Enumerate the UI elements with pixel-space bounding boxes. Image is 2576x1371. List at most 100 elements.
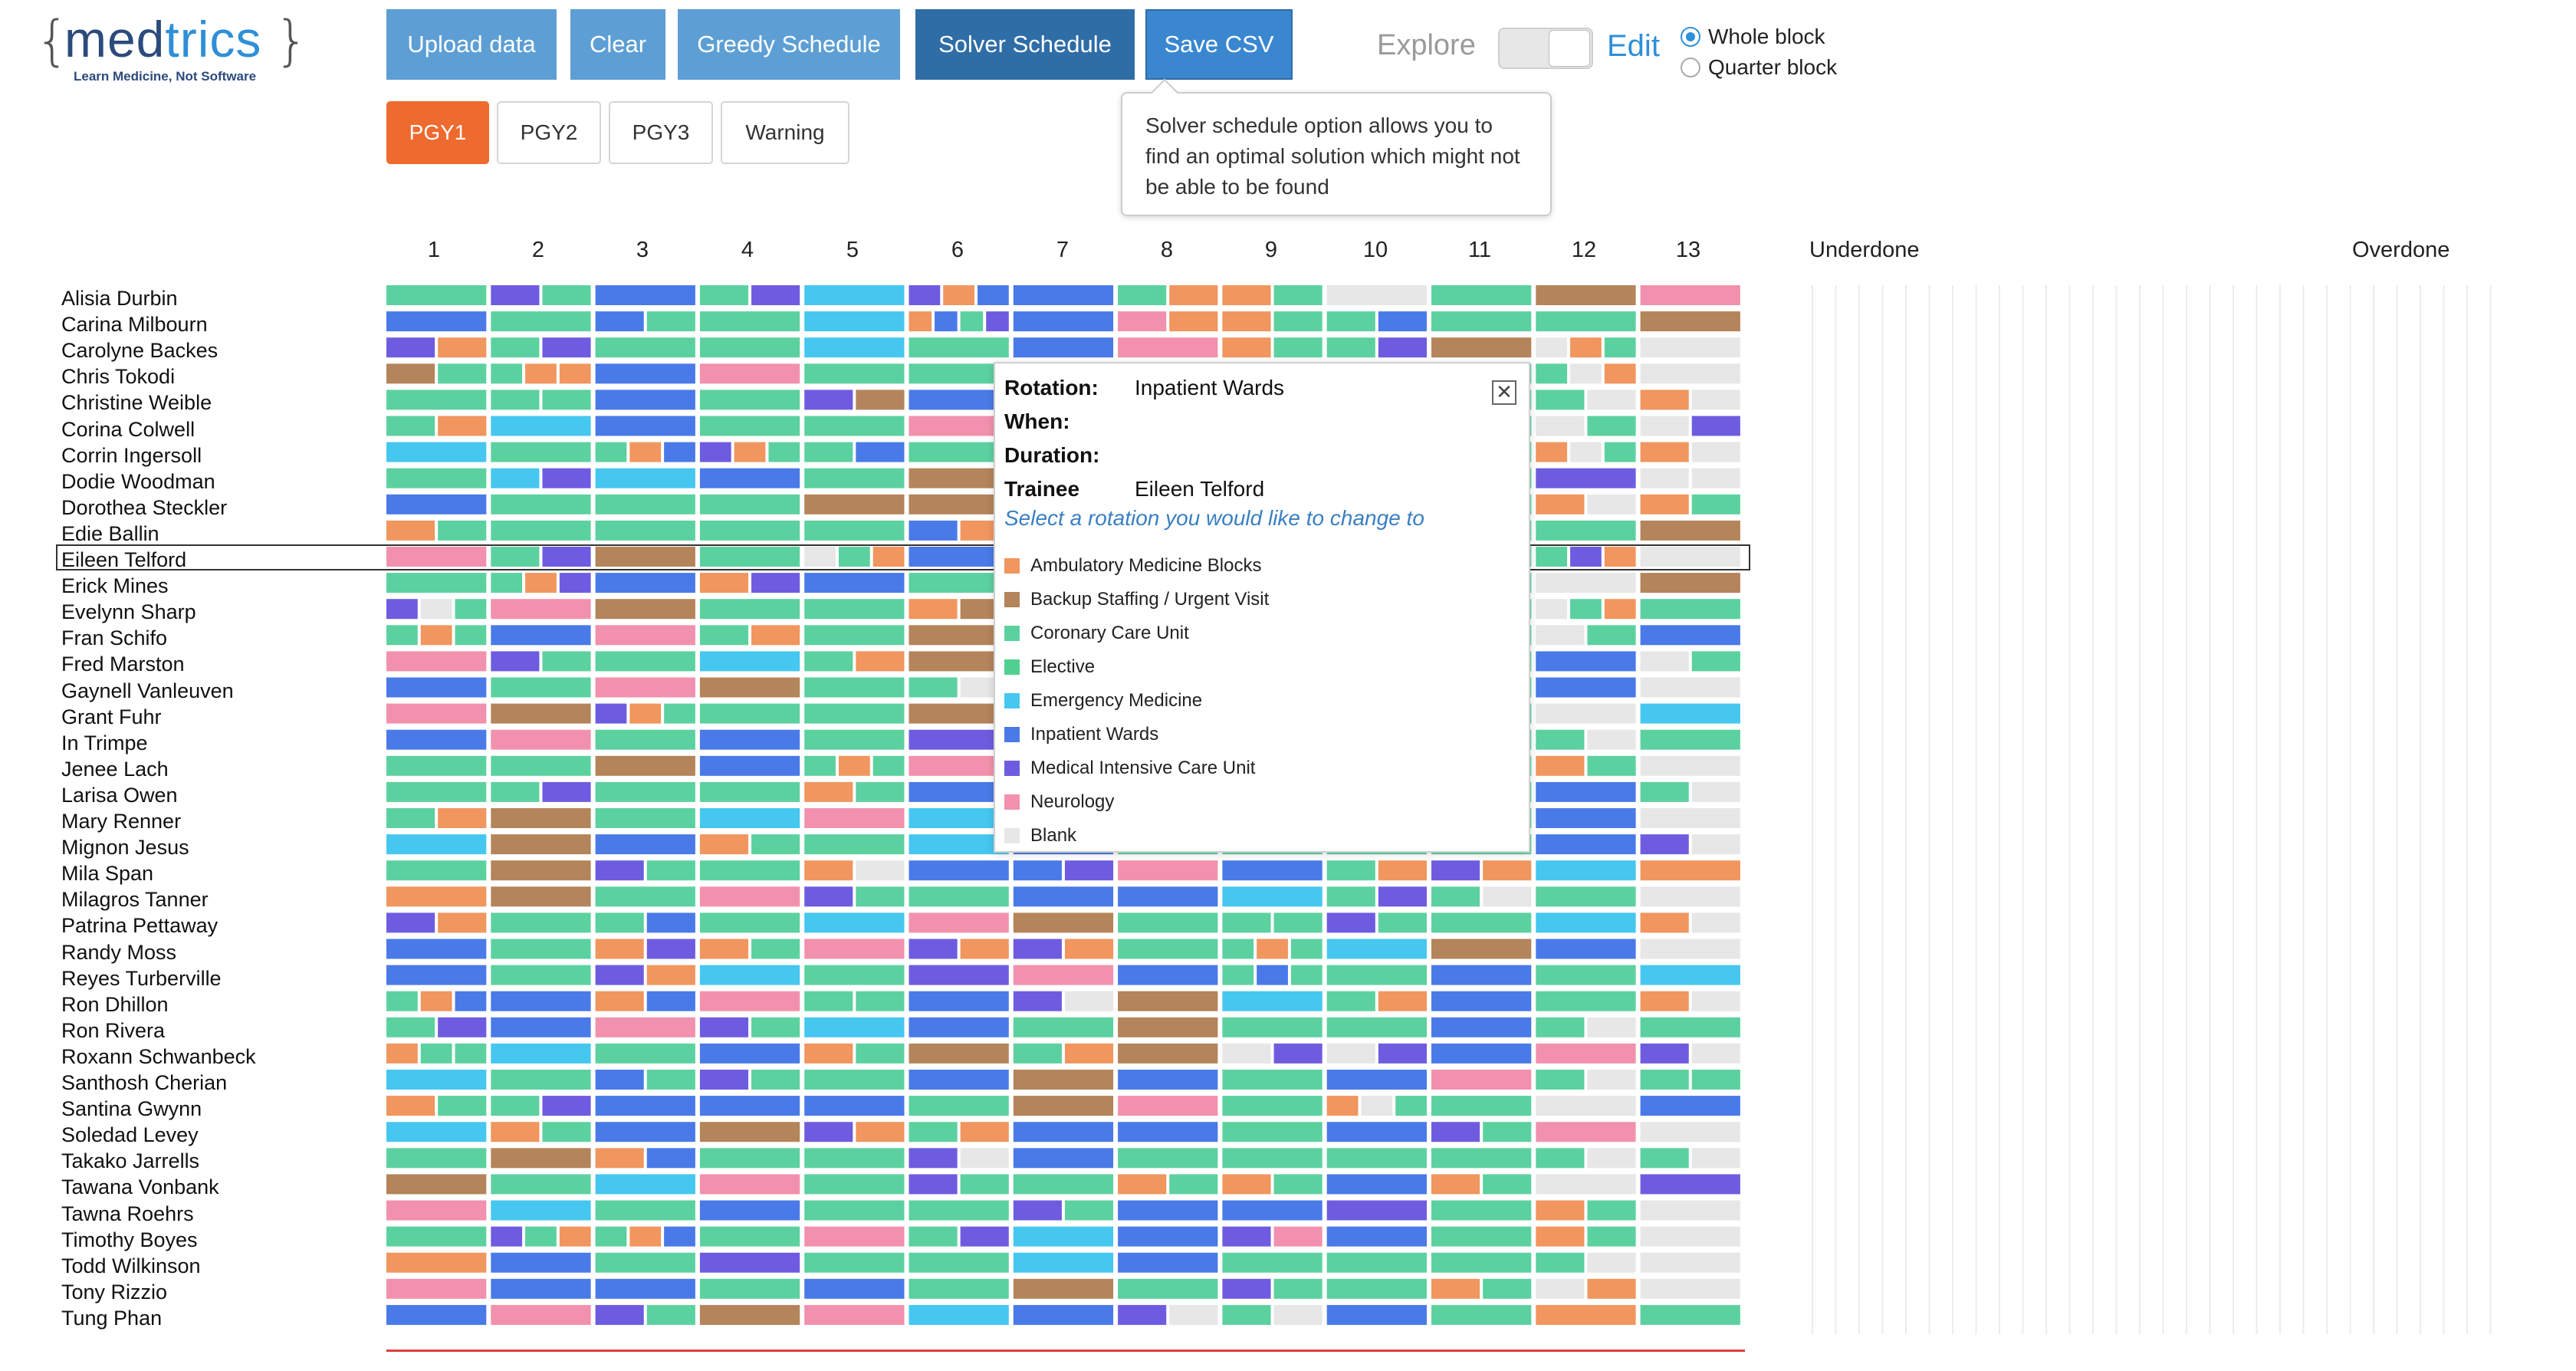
schedule-cell[interactable] [1118,939,1218,959]
schedule-cell[interactable] [804,363,905,384]
schedule-cell[interactable] [1640,625,1740,646]
schedule-cell[interactable] [804,965,905,985]
schedule-cell[interactable] [491,860,591,881]
rotation-option[interactable]: Emergency Medicine [1004,686,1202,716]
quarter-block-option[interactable]: Quarter block [1681,52,1837,83]
schedule-cell[interactable] [595,860,644,881]
schedule-cell[interactable] [909,703,1009,724]
schedule-cell[interactable] [1118,1096,1218,1116]
greedy-schedule-button[interactable]: Greedy Schedule [678,9,900,80]
schedule-cell[interactable] [1640,442,1689,462]
schedule-cell[interactable] [491,416,591,436]
schedule-cell[interactable] [1013,1252,1114,1273]
schedule-cell[interactable] [664,703,695,724]
schedule-cell[interactable] [699,494,800,515]
schedule-cell[interactable] [804,1252,905,1273]
schedule-cell[interactable] [1483,886,1532,907]
schedule-cell[interactable] [386,311,487,332]
schedule-cell[interactable] [491,781,540,802]
schedule-cell[interactable] [751,834,800,855]
schedule-cell[interactable] [455,625,487,646]
schedule-cell[interactable] [909,1070,1009,1090]
schedule-cell[interactable] [595,390,695,410]
schedule-cell[interactable] [595,651,695,672]
schedule-cell[interactable] [1691,991,1740,1011]
schedule-cell[interactable] [1326,860,1375,881]
schedule-cell[interactable] [595,1096,695,1116]
schedule-cell[interactable] [1640,808,1740,828]
schedule-cell[interactable] [699,442,731,462]
schedule-cell[interactable] [804,520,905,541]
schedule-cell[interactable] [595,468,695,488]
schedule-cell[interactable] [595,808,695,828]
schedule-cell[interactable] [699,677,800,698]
trainee-name[interactable]: Carolyne Backes [61,339,219,363]
schedule-cell[interactable] [804,808,905,828]
schedule-cell[interactable] [1326,1122,1427,1142]
schedule-cell[interactable] [909,599,958,620]
schedule-cell[interactable] [1169,311,1218,332]
schedule-cell[interactable] [1587,625,1636,646]
schedule-cell[interactable] [699,416,800,436]
schedule-cell[interactable] [595,337,695,358]
schedule-cell[interactable] [455,599,487,620]
schedule-cell[interactable] [804,1122,853,1142]
schedule-cell[interactable] [1013,1122,1114,1142]
schedule-cell[interactable] [386,337,435,358]
trainee-name[interactable]: Mila Span [61,862,154,886]
schedule-cell[interactable] [1222,1043,1271,1064]
schedule-cell[interactable] [525,1226,557,1247]
schedule-cell[interactable] [1536,755,1585,776]
schedule-cell[interactable] [699,1174,800,1195]
schedule-cell[interactable] [491,939,591,959]
schedule-cell[interactable] [491,573,523,593]
schedule-cell[interactable] [1536,677,1636,698]
schedule-cell[interactable] [595,363,695,384]
schedule-cell[interactable] [1222,1252,1322,1273]
schedule-cell[interactable] [1640,573,1740,593]
schedule-cell[interactable] [909,1304,1009,1325]
schedule-cell[interactable] [1378,1043,1427,1064]
schedule-cell[interactable] [1361,1096,1393,1116]
schedule-cell[interactable] [960,1122,1009,1142]
schedule-cell[interactable] [1222,1278,1271,1299]
schedule-cell[interactable] [386,808,435,828]
schedule-cell[interactable] [1587,390,1636,410]
schedule-cell[interactable] [491,625,591,646]
schedule-cell[interactable] [1483,860,1532,881]
schedule-cell[interactable] [699,1252,800,1273]
schedule-cell[interactable] [1378,886,1427,907]
schedule-cell[interactable] [909,520,958,541]
schedule-cell[interactable] [1222,886,1322,907]
schedule-cell[interactable] [595,677,695,698]
trainee-name[interactable]: Eileen Telford [61,548,187,571]
schedule-cell[interactable] [1222,1017,1322,1037]
schedule-cell[interactable] [909,939,958,959]
schedule-cell[interactable] [699,1096,800,1116]
schedule-cell[interactable] [1326,1278,1427,1299]
schedule-cell[interactable] [1587,1226,1636,1247]
schedule-cell[interactable] [386,991,418,1011]
schedule-cell[interactable] [386,442,487,462]
schedule-cell[interactable] [960,1174,1009,1195]
trainee-name[interactable]: Alisia Durbin [61,287,178,310]
schedule-cell[interactable] [1587,1278,1636,1299]
quarter-block-radio[interactable] [1681,58,1700,77]
schedule-cell[interactable] [1691,651,1740,672]
schedule-cell[interactable] [491,1252,591,1273]
schedule-cell[interactable] [595,755,695,776]
schedule-cell[interactable] [1691,1148,1740,1169]
schedule-cell[interactable] [491,1174,591,1195]
schedule-cell[interactable] [1587,1148,1636,1169]
schedule-cell[interactable] [664,1226,695,1247]
schedule-cell[interactable] [491,390,540,410]
schedule-cell[interactable] [804,468,905,488]
schedule-cell[interactable] [491,703,591,724]
schedule-cell[interactable] [386,1017,435,1037]
schedule-cell[interactable] [595,494,695,515]
schedule-cell[interactable] [1118,311,1167,332]
schedule-cell[interactable] [646,939,695,959]
schedule-cell[interactable] [1273,1278,1322,1299]
schedule-cell[interactable] [386,573,487,593]
schedule-cell[interactable] [909,991,1009,1011]
